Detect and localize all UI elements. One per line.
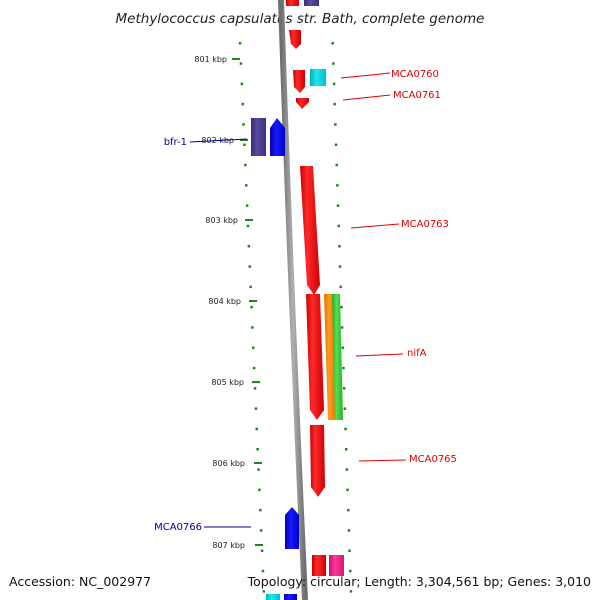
- gene-arrow-red[interactable]: [286, 0, 299, 6]
- track-tick: [246, 224, 250, 228]
- gene-arrow-red[interactable]: [312, 555, 326, 576]
- gene-label-bfr1[interactable]: bfr-1: [164, 137, 187, 148]
- gene-label-nifA[interactable]: nifA: [407, 348, 427, 359]
- kbp-label: 806 kbp: [212, 459, 245, 468]
- genome-backbone: [278, 0, 308, 600]
- track-tick: [254, 407, 258, 410]
- track-tick: [258, 488, 261, 492]
- gene-arrow-red-mca0765[interactable]: [310, 425, 325, 497]
- gene-arrow-red[interactable]: [289, 30, 301, 49]
- accession-text: Accession: NC_002977: [9, 574, 151, 589]
- track-tick: [251, 326, 254, 329]
- track-tick: [259, 529, 263, 532]
- right-tick-track: [331, 42, 353, 593]
- track-tick: [245, 184, 248, 187]
- track-tick: [342, 366, 345, 370]
- track-tick: [243, 143, 246, 146]
- gene-arrow-red-mca0761[interactable]: [296, 98, 309, 109]
- track-tick: [239, 62, 243, 65]
- track-tick: [349, 590, 353, 593]
- track-tick: [244, 163, 247, 167]
- track-tick: [338, 245, 341, 248]
- track-tick: [337, 224, 340, 228]
- gene-arrow-blue-mca0766[interactable]: [285, 507, 299, 549]
- kbp-label: 801 kbp: [194, 55, 227, 64]
- track-tick: [253, 387, 257, 390]
- track-tick: [256, 448, 259, 451]
- gene-arrow-purple[interactable]: [304, 0, 319, 6]
- gene-arrow-blue[interactable]: [284, 594, 297, 600]
- track-tick: [338, 265, 342, 268]
- map-title: Methylococcus capsulatus str. Bath, comp…: [116, 11, 485, 27]
- track-tick: [348, 549, 351, 552]
- track-tick: [332, 62, 335, 65]
- track-tick: [341, 346, 345, 349]
- kbp-label: 805 kbp: [211, 378, 244, 387]
- track-tick: [252, 366, 256, 370]
- track-tick: [245, 204, 249, 207]
- track-tick: [262, 590, 266, 593]
- track-tick: [345, 468, 349, 471]
- gene-arrow-red-mca0763[interactable]: [300, 166, 320, 295]
- gene-label-mca0766[interactable]: MCA0766: [154, 522, 202, 533]
- track-tick: [242, 123, 245, 126]
- gene-arrow-purple-bfr1[interactable]: [251, 118, 266, 156]
- gene-arrow-blue-bfr1[interactable]: [270, 118, 285, 156]
- track-tick: [340, 305, 343, 309]
- gene-features: [251, 0, 344, 600]
- left-tick-track: [238, 42, 266, 593]
- track-tick: [240, 82, 244, 86]
- track-tick: [250, 305, 253, 309]
- track-tick: [241, 102, 244, 106]
- track-tick: [349, 569, 352, 573]
- gene-label-mca0763[interactable]: MCA0763: [401, 219, 449, 230]
- gene-arrow-green[interactable]: [332, 294, 343, 420]
- gene-arrow-red-mca0760[interactable]: [293, 70, 305, 93]
- track-tick: [343, 407, 347, 410]
- track-tick: [346, 488, 349, 492]
- track-tick: [336, 184, 339, 187]
- track-tick: [252, 346, 255, 349]
- gene-arrow-red-nifA[interactable]: [306, 294, 324, 420]
- track-tick: [255, 427, 258, 431]
- track-tick: [347, 529, 351, 532]
- track-tick: [340, 326, 344, 329]
- track-tick: [332, 82, 336, 86]
- gene-labels: MCA0760 MCA0761 bfr-1 MCA0763 nifA MCA07…: [154, 69, 457, 533]
- track-tick: [238, 42, 242, 45]
- gene-label-mca0761[interactable]: MCA0761: [393, 90, 441, 101]
- track-tick: [261, 569, 265, 573]
- track-tick: [344, 448, 348, 451]
- track-tick: [247, 245, 251, 248]
- kbp-label: 803 kbp: [205, 216, 238, 225]
- topology-text: Topology: circular; Length: 3,304,561 bp…: [247, 574, 591, 589]
- track-tick: [260, 549, 264, 552]
- gene-arrow-cyan[interactable]: [266, 594, 280, 600]
- track-tick: [342, 387, 346, 390]
- gene-label-leaders: [189, 72, 407, 528]
- kbp-label: 804 kbp: [208, 297, 241, 306]
- track-tick: [249, 285, 252, 289]
- track-tick: [331, 42, 334, 45]
- track-tick: [333, 102, 336, 106]
- gene-arrow-cyan[interactable]: [310, 69, 326, 86]
- gene-label-mca0760[interactable]: MCA0760: [391, 69, 439, 80]
- track-tick: [339, 285, 342, 289]
- gene-arrow-pink[interactable]: [329, 555, 344, 576]
- track-tick: [344, 427, 347, 431]
- track-tick: [248, 265, 251, 268]
- track-tick: [336, 204, 340, 207]
- track-tick: [259, 508, 262, 512]
- track-tick: [335, 163, 338, 167]
- track-tick: [257, 468, 260, 471]
- track-tick: [334, 123, 337, 126]
- kbp-label: 807 kbp: [212, 541, 245, 550]
- track-tick: [334, 143, 338, 146]
- track-tick: [347, 508, 350, 512]
- gene-label-mca0765[interactable]: MCA0765: [409, 454, 457, 465]
